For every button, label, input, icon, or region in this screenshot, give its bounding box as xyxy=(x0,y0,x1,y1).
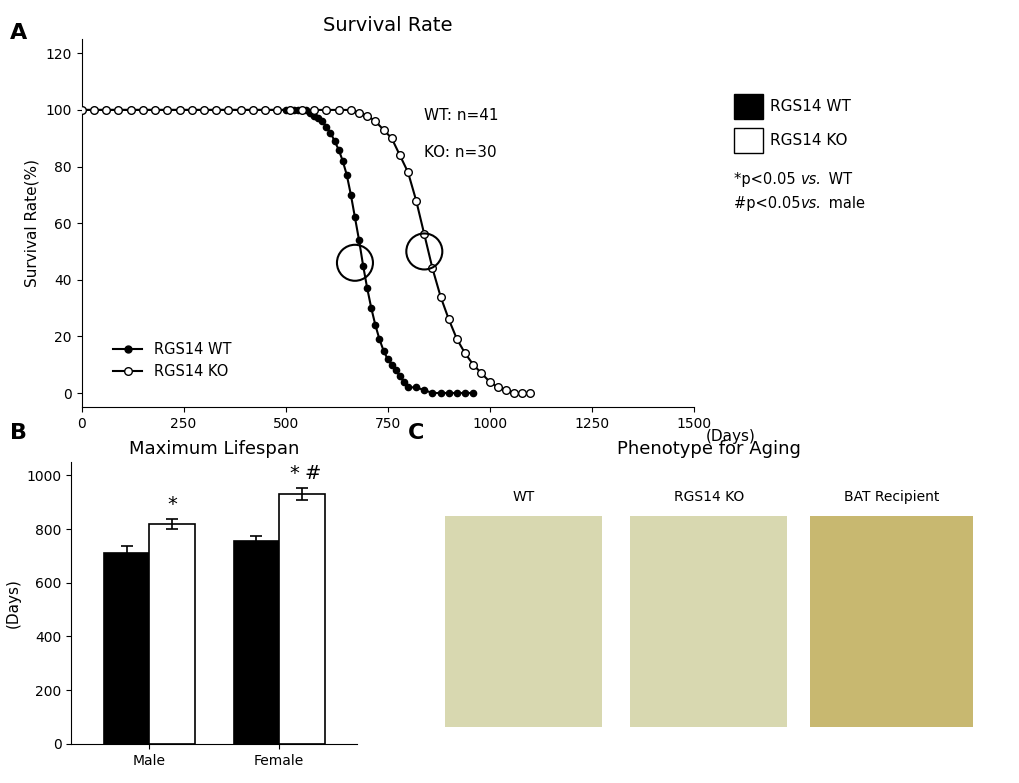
Title: Phenotype for Aging: Phenotype for Aging xyxy=(616,439,800,457)
RGS14 KO xyxy=(137,105,149,114)
RGS14 WT xyxy=(381,355,393,364)
RGS14 KO xyxy=(491,383,503,392)
Text: RGS14 WT: RGS14 WT xyxy=(769,99,850,114)
RGS14 KO xyxy=(507,388,520,398)
RGS14 WT xyxy=(348,213,361,222)
RGS14 KO xyxy=(320,105,332,114)
Title: Maximum Lifespan: Maximum Lifespan xyxy=(128,439,300,457)
RGS14 KO xyxy=(88,105,100,114)
Text: *: * xyxy=(288,464,299,483)
RGS14 KO xyxy=(100,105,112,114)
Text: WT: WT xyxy=(823,172,852,187)
RGS14 KO xyxy=(353,108,365,117)
Text: KO: n=30: KO: n=30 xyxy=(424,145,496,160)
Text: BAT Recipient: BAT Recipient xyxy=(843,490,938,504)
Line: RGS14 KO: RGS14 KO xyxy=(77,106,534,397)
RGS14 KO xyxy=(369,117,381,126)
RGS14 WT xyxy=(467,388,479,398)
RGS14 KO xyxy=(385,134,397,143)
Text: RGS14 KO: RGS14 KO xyxy=(674,490,743,504)
RGS14 KO xyxy=(124,105,137,114)
RGS14 KO xyxy=(499,385,512,395)
Text: A: A xyxy=(10,23,28,44)
RGS14 KO xyxy=(377,125,389,135)
RGS14 KO xyxy=(483,377,495,386)
Text: *: * xyxy=(167,495,176,514)
RGS14 KO xyxy=(271,105,283,114)
Y-axis label: Survival Rate(%): Survival Rate(%) xyxy=(24,159,40,287)
RGS14 KO xyxy=(308,105,320,114)
RGS14 KO xyxy=(283,105,296,114)
RGS14 KO xyxy=(418,229,430,239)
RGS14 KO xyxy=(442,315,454,324)
Legend: RGS14 WT, RGS14 KO: RGS14 WT, RGS14 KO xyxy=(107,336,237,385)
Bar xyxy=(149,524,195,744)
Text: WT: n=41: WT: n=41 xyxy=(424,108,498,123)
Text: #p<0.05: #p<0.05 xyxy=(734,196,805,211)
RGS14 KO xyxy=(475,369,487,378)
Text: vs.: vs. xyxy=(800,196,820,211)
RGS14 KO xyxy=(222,105,234,114)
Text: male: male xyxy=(823,196,864,211)
RGS14 KO xyxy=(247,105,259,114)
Line: RGS14 WT: RGS14 WT xyxy=(78,106,476,396)
RGS14 KO xyxy=(332,105,344,114)
Text: C: C xyxy=(408,423,424,443)
Bar xyxy=(104,554,149,744)
RGS14 KO xyxy=(361,111,373,121)
Text: B: B xyxy=(10,423,28,443)
Bar xyxy=(809,515,972,727)
Y-axis label: (Days): (Days) xyxy=(6,578,21,628)
RGS14 WT xyxy=(291,105,304,114)
Bar xyxy=(630,515,787,727)
Text: WT: WT xyxy=(513,490,534,504)
RGS14 KO xyxy=(426,264,438,273)
RGS14 KO xyxy=(259,105,271,114)
Text: vs.: vs. xyxy=(800,172,820,187)
RGS14 KO xyxy=(161,105,173,114)
RGS14 KO xyxy=(173,105,185,114)
RGS14 KO xyxy=(210,105,222,114)
RGS14 KO xyxy=(393,150,406,160)
Bar xyxy=(279,494,324,744)
RGS14 KO xyxy=(198,105,210,114)
Text: (Days): (Days) xyxy=(705,429,755,444)
Text: #: # xyxy=(304,464,320,483)
RGS14 KO xyxy=(75,105,88,114)
RGS14 KO xyxy=(112,105,124,114)
Text: RGS14 KO: RGS14 KO xyxy=(769,132,847,148)
Title: Survival Rate: Survival Rate xyxy=(323,16,451,34)
RGS14 WT xyxy=(75,105,88,114)
RGS14 WT xyxy=(357,261,369,270)
RGS14 KO xyxy=(401,168,414,177)
RGS14 KO xyxy=(434,292,446,301)
RGS14 KO xyxy=(344,105,357,114)
RGS14 KO xyxy=(450,334,463,344)
Bar xyxy=(233,541,279,744)
RGS14 WT xyxy=(426,388,438,398)
Text: *p<0.05: *p<0.05 xyxy=(734,172,800,187)
RGS14 KO xyxy=(185,105,198,114)
RGS14 KO xyxy=(234,105,247,114)
RGS14 KO xyxy=(516,388,528,398)
Bar xyxy=(444,515,601,727)
RGS14 KO xyxy=(467,360,479,370)
RGS14 WT xyxy=(88,105,100,114)
RGS14 KO xyxy=(524,388,536,398)
RGS14 KO xyxy=(296,105,308,114)
RGS14 KO xyxy=(410,196,422,205)
RGS14 WT xyxy=(336,156,348,165)
RGS14 KO xyxy=(149,105,161,114)
RGS14 KO xyxy=(459,348,471,358)
